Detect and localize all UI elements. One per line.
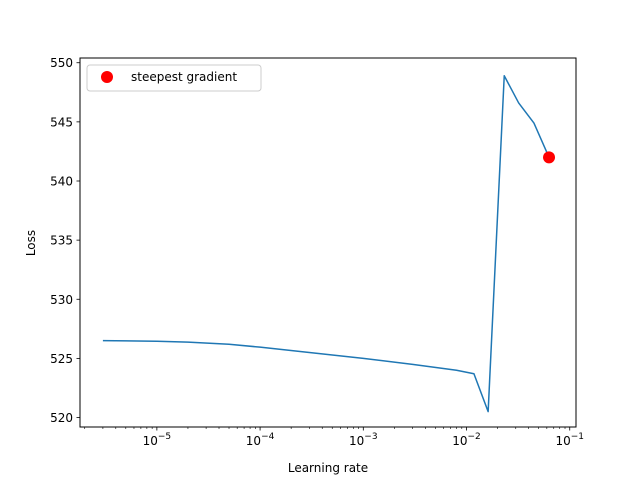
legend-marker	[101, 71, 113, 83]
y-tick-label: 540	[50, 175, 73, 189]
steepest-gradient-point	[543, 151, 556, 164]
x-tick-label: 10−3	[349, 432, 378, 448]
x-tick-label: 10−5	[143, 432, 172, 448]
x-tick-label: 10−2	[452, 432, 481, 448]
legend-box	[86, 64, 262, 92]
y-axis: 520 525 530 535 540 545 550	[50, 56, 80, 425]
x-axis: 10−5 10−4 10−3 10−2 10−1	[84, 427, 584, 448]
legend: steepest gradient	[86, 64, 262, 92]
plot-frame	[79, 57, 577, 428]
y-axis-label: Loss	[24, 230, 38, 256]
plot-marks	[102, 74, 556, 413]
y-tick-label: 550	[50, 56, 73, 70]
x-axis-label: Learning rate	[288, 461, 368, 475]
legend-label: steepest gradient	[131, 70, 237, 84]
x-tick-label: 10−1	[555, 432, 584, 448]
y-tick-label: 530	[50, 293, 73, 307]
y-tick-label: 545	[50, 115, 73, 129]
y-tick-label: 535	[50, 234, 73, 248]
y-tick-label: 520	[50, 411, 73, 425]
x-tick-label: 10−4	[246, 432, 275, 448]
y-tick-label: 525	[50, 352, 73, 366]
series-line-0	[102, 74, 550, 413]
